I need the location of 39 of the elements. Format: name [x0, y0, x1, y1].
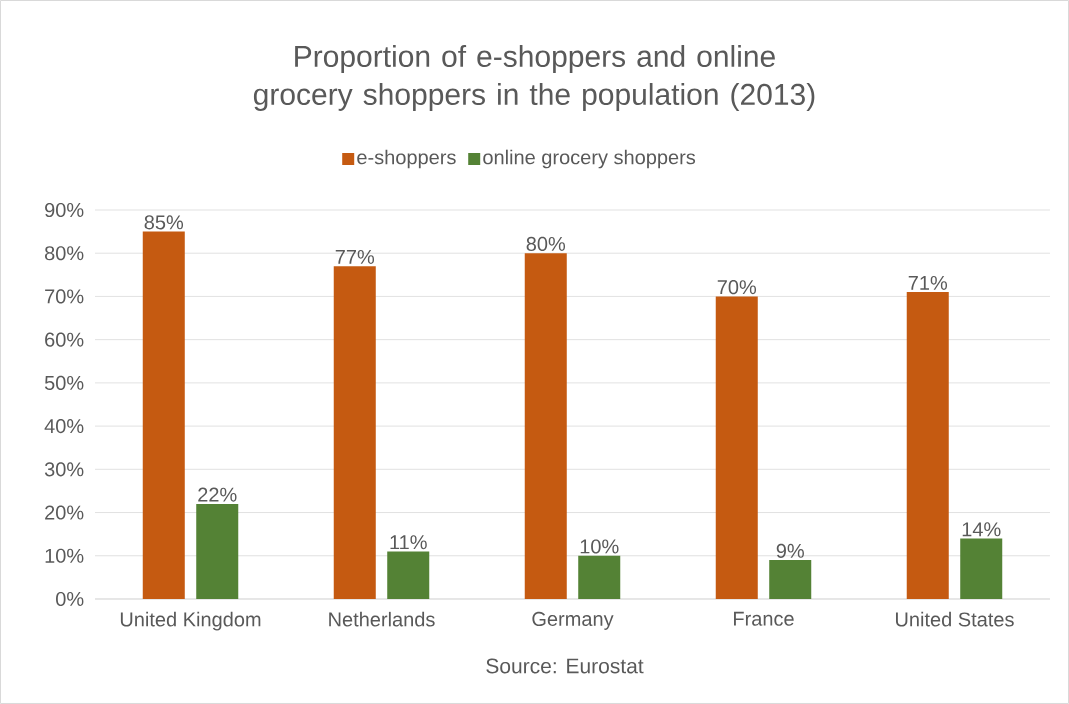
bar [715, 296, 758, 599]
bar [906, 292, 949, 599]
y-tick-label: 80% [44, 246, 84, 261]
y-tick-label: 40% [44, 419, 84, 434]
data-label: 11% [390, 535, 427, 550]
data-label: 70% [717, 280, 757, 295]
x-tick-label: Netherlands [329, 611, 435, 627]
data-label: 71% [908, 275, 948, 290]
y-tick-label: 90% [45, 202, 84, 218]
x-tick-label: Germany [532, 611, 614, 630]
chart-title: Proportion of e-shoppers and online grocery shoppers in the population (2013) [253, 45, 815, 111]
bar [142, 231, 185, 599]
y-tick-label: 10% [45, 548, 84, 563]
data-label: 9% [776, 543, 804, 558]
y-tick-label: 70% [45, 289, 84, 304]
bar [524, 253, 567, 599]
legend-label: e-shoppers [357, 149, 456, 169]
data-label: 10% [580, 539, 619, 554]
y-tick-label: 20% [45, 505, 84, 520]
legend-label: online grocery shoppers [483, 149, 696, 169]
bar [578, 555, 621, 599]
source-note: Source: Eurostat [486, 658, 644, 674]
y-tick-label: 30% [44, 462, 84, 477]
bar [196, 503, 239, 599]
bar [333, 266, 376, 599]
data-label: 22% [198, 487, 237, 502]
x-tick-label: United Kingdom [120, 611, 261, 631]
x-tick-label: France [734, 611, 794, 626]
x-tick-label: United States [896, 611, 1014, 627]
data-label: 80% [526, 236, 566, 252]
bar [960, 538, 1003, 599]
y-tick-label: 60% [45, 332, 84, 347]
y-tick-label: 0% [56, 591, 84, 607]
data-label: 85% [144, 215, 184, 230]
data-label: 77% [335, 249, 375, 264]
bar [387, 551, 430, 599]
data-label: 14% [962, 522, 1001, 537]
y-tick-label: 50% [44, 375, 84, 390]
bar [769, 560, 812, 599]
